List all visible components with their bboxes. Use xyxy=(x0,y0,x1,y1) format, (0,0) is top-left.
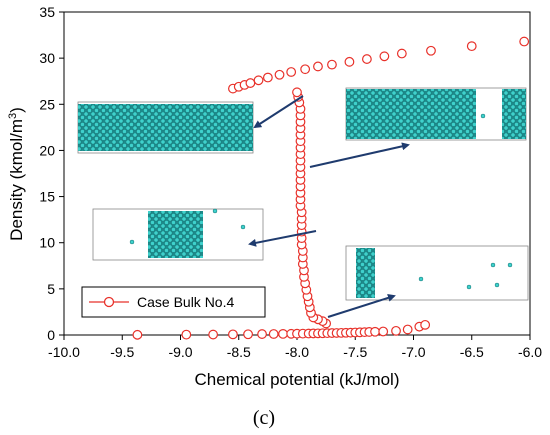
molecule-cluster xyxy=(356,248,375,298)
data-point xyxy=(278,328,288,339)
y-axis-label-main: Density (kmol/m xyxy=(7,119,26,241)
molecule xyxy=(494,282,500,288)
data-point xyxy=(370,326,380,337)
arrows xyxy=(248,95,410,318)
data-point xyxy=(132,329,143,340)
y-tick-label: 0 xyxy=(47,327,55,343)
data-point xyxy=(313,61,323,72)
data-point xyxy=(362,54,372,64)
data-point xyxy=(292,87,302,98)
data-point xyxy=(391,325,401,336)
molecule xyxy=(480,113,486,119)
data-point xyxy=(228,329,238,340)
y-axis: 0 5 10 15 20 25 30 35 xyxy=(39,4,64,343)
data-point xyxy=(344,56,355,67)
molecule-cluster xyxy=(148,211,203,258)
legend-label: Case Bulk No.4 xyxy=(137,294,234,310)
legend-marker xyxy=(103,296,115,308)
snapshot-inset-slab-wide xyxy=(345,87,527,141)
molecule xyxy=(490,262,496,268)
data-point xyxy=(274,69,285,80)
arrow xyxy=(309,142,410,168)
x-tick-label: -9.5 xyxy=(110,344,134,360)
series-layer xyxy=(132,36,530,340)
data-point xyxy=(262,72,273,83)
y-axis-label-superscript: 3 xyxy=(7,113,19,119)
snapshot-inset-slab-middle xyxy=(92,208,264,261)
y-tick-label: 30 xyxy=(39,50,55,66)
legend: Case Bulk No.4 xyxy=(81,286,266,318)
molecule xyxy=(240,224,246,230)
molecule xyxy=(212,208,218,214)
data-point xyxy=(379,51,390,62)
x-tick-label: -9.0 xyxy=(168,344,192,360)
molecule-cluster xyxy=(346,89,476,139)
inset-frame xyxy=(345,245,529,301)
y-tick-label: 20 xyxy=(39,142,55,158)
data-point xyxy=(243,329,253,340)
molecule xyxy=(418,276,424,282)
data-point xyxy=(420,319,431,330)
y-axis-label: Density (kmol/m3) xyxy=(7,107,26,241)
data-point xyxy=(378,326,389,337)
x-tick-label: -6.0 xyxy=(518,344,542,360)
molecule xyxy=(129,239,135,245)
x-axis: -10.0 -9.5 -9.0 -8.5 -8.0 -7.5 -7.0 -6.5 -6.0 xyxy=(48,335,542,360)
data-point xyxy=(268,329,279,339)
x-tick-label: -7.0 xyxy=(401,344,425,360)
x-tick-label: -8.5 xyxy=(227,344,251,360)
x-tick-label: -6.5 xyxy=(460,344,484,360)
arrow xyxy=(253,95,304,129)
molecule xyxy=(466,284,472,290)
molecule-cluster xyxy=(502,89,526,139)
y-tick-label: 5 xyxy=(47,281,55,297)
molecule xyxy=(507,262,513,268)
x-tick-label: -7.5 xyxy=(343,344,367,360)
data-point xyxy=(245,78,256,88)
snapshot-inset-dense xyxy=(77,101,254,154)
data-point xyxy=(286,67,297,77)
data-point xyxy=(257,329,267,339)
data-point xyxy=(181,329,192,340)
data-point xyxy=(466,41,477,52)
arrow xyxy=(327,294,396,318)
y-tick-label: 25 xyxy=(39,96,55,112)
x-axis-label: Chemical potential (kJ/mol) xyxy=(194,370,399,389)
data-point xyxy=(327,59,337,70)
data-point xyxy=(396,48,407,59)
data-point xyxy=(402,324,413,335)
x-tick-label: -8.0 xyxy=(285,344,309,360)
molecule-cluster xyxy=(78,104,253,151)
data-point xyxy=(300,64,311,75)
y-tick-label: 10 xyxy=(39,235,55,251)
y-axis-label-close: ) xyxy=(7,107,26,113)
data-point xyxy=(426,45,436,56)
data-point xyxy=(208,329,219,340)
y-tick-label: 35 xyxy=(39,4,55,20)
data-point xyxy=(519,36,530,47)
data-point xyxy=(253,75,264,86)
y-tick-label: 15 xyxy=(39,189,55,205)
figure-caption: (c) xyxy=(253,407,275,429)
x-tick-label: -10.0 xyxy=(48,344,80,360)
arrow xyxy=(248,230,317,247)
snapshot-inset-thin-slab xyxy=(345,245,529,301)
